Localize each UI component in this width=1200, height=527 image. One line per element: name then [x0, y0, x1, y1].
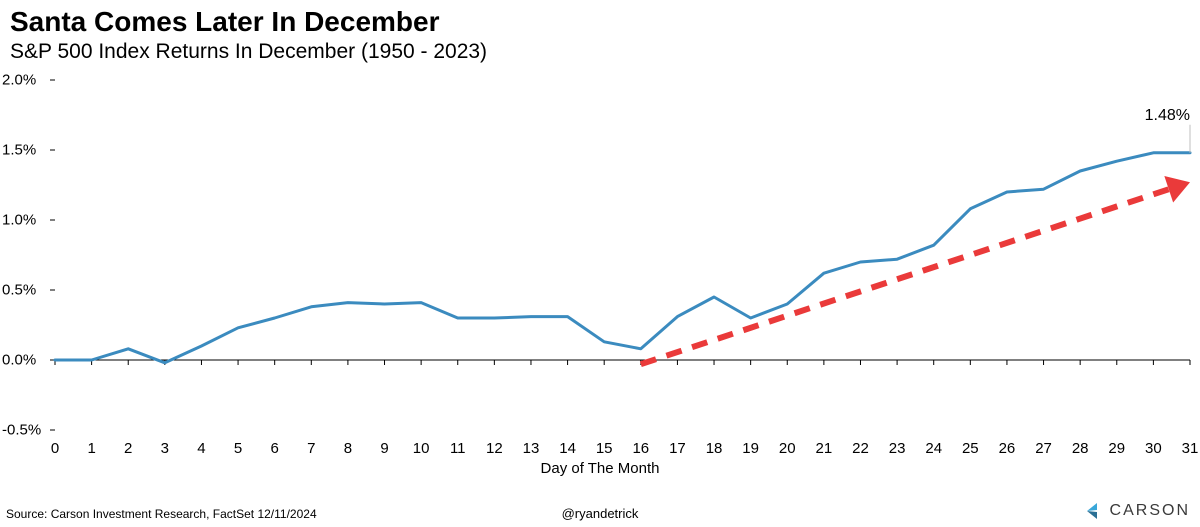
x-tick-label: 25: [962, 440, 979, 457]
x-tick-label: 22: [852, 440, 869, 457]
x-tick-label: 19: [742, 440, 759, 457]
x-tick-label: 1: [87, 440, 95, 457]
x-tick-label: 4: [197, 440, 205, 457]
x-tick-label: 29: [1108, 440, 1125, 457]
chart-figure: Santa Comes Later In December S&P 500 In…: [0, 0, 1200, 527]
x-tick-label: 8: [344, 440, 352, 457]
chart-subtitle: S&P 500 Index Returns In December (1950 …: [10, 40, 487, 64]
y-tick-label: 1.0%: [2, 212, 52, 229]
x-tick-label: 5: [234, 440, 242, 457]
x-tick-label: 7: [307, 440, 315, 457]
x-tick-label: 3: [161, 440, 169, 457]
x-tick-label: 23: [889, 440, 906, 457]
brand-label: CARSON: [1084, 501, 1190, 521]
x-tick-label: 30: [1145, 440, 1162, 457]
x-tick-label: 26: [999, 440, 1016, 457]
x-tick-label: 6: [271, 440, 279, 457]
x-tick-label: 10: [413, 440, 430, 457]
chart-svg: [0, 70, 1200, 480]
source-text: Source: Carson Investment Research, Fact…: [6, 507, 317, 521]
x-tick-label: 9: [380, 440, 388, 457]
end-value-label: 1.48%: [1130, 107, 1190, 125]
x-tick-label: 16: [632, 440, 649, 457]
x-tick-label: 31: [1182, 440, 1199, 457]
x-tick-label: 28: [1072, 440, 1089, 457]
x-axis-label: Day of The Month: [541, 460, 660, 477]
x-tick-label: 14: [559, 440, 576, 457]
x-tick-label: 21: [816, 440, 833, 457]
x-tick-label: 11: [450, 440, 466, 457]
x-tick-label: 17: [669, 440, 686, 457]
x-tick-label: 15: [596, 440, 613, 457]
brand-text: CARSON: [1110, 502, 1190, 519]
y-tick-label: 0.5%: [2, 282, 52, 299]
brand-logo-icon: [1084, 501, 1104, 521]
x-tick-label: 13: [523, 440, 540, 457]
x-tick-label: 20: [779, 440, 796, 457]
y-tick-label: 1.5%: [2, 142, 52, 159]
x-tick-label: 24: [925, 440, 942, 457]
x-tick-label: 12: [486, 440, 503, 457]
author-handle: @ryandetrick: [562, 506, 639, 521]
x-tick-label: 0: [51, 440, 59, 457]
x-tick-label: 2: [124, 440, 132, 457]
y-tick-label: 0.0%: [2, 352, 52, 369]
chart-title: Santa Comes Later In December: [10, 6, 440, 38]
chart-area: -0.5%0.0%0.5%1.0%1.5%2.0%012345678910111…: [0, 70, 1200, 480]
y-tick-label: -0.5%: [2, 422, 52, 439]
x-tick-label: 27: [1035, 440, 1052, 457]
y-tick-label: 2.0%: [2, 72, 52, 89]
x-tick-label: 18: [706, 440, 723, 457]
chart-footer: Source: Carson Investment Research, Fact…: [0, 497, 1200, 527]
